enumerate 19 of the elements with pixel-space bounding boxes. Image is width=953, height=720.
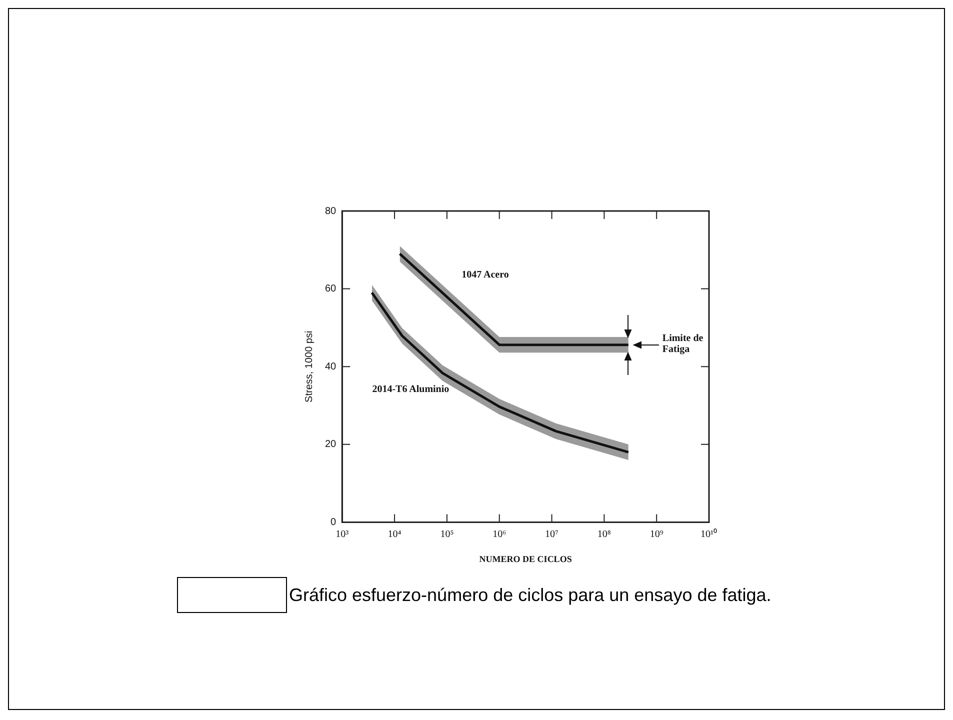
x-tick-label: 10⁶ — [492, 528, 507, 540]
x-tick-label: 10⁵ — [440, 528, 454, 540]
y-tick-label: 20 — [325, 439, 337, 450]
text: Gráfico esfuerzo-número de ciclos para un ensayo de fatiga. — [289, 584, 772, 606]
y-tick-label: 0 — [330, 516, 337, 528]
x-tick-label: 10⁹ — [650, 528, 664, 540]
y-axis-title: Stress, 1000 psi — [304, 330, 315, 402]
x-tick-label: 10¹⁰ — [700, 528, 718, 540]
y-tick-label: 80 — [325, 206, 337, 217]
x-axis-title: NUMERO DE CICLOS — [479, 554, 572, 564]
series-label: 2014-T6 Aluminio — [372, 384, 450, 395]
y-tick-label: 40 — [325, 361, 337, 372]
annotation: Limite de Fatiga — [662, 332, 704, 355]
text: 1047 Acero — [462, 269, 509, 280]
x-tick-label: 10⁷ — [545, 528, 560, 540]
x-tick-label: 10⁸ — [597, 528, 612, 540]
x-tick-label: 10³ — [336, 528, 349, 540]
x-tick-label: 10⁴ — [388, 528, 402, 540]
y-tick-label: 60 — [325, 284, 337, 295]
